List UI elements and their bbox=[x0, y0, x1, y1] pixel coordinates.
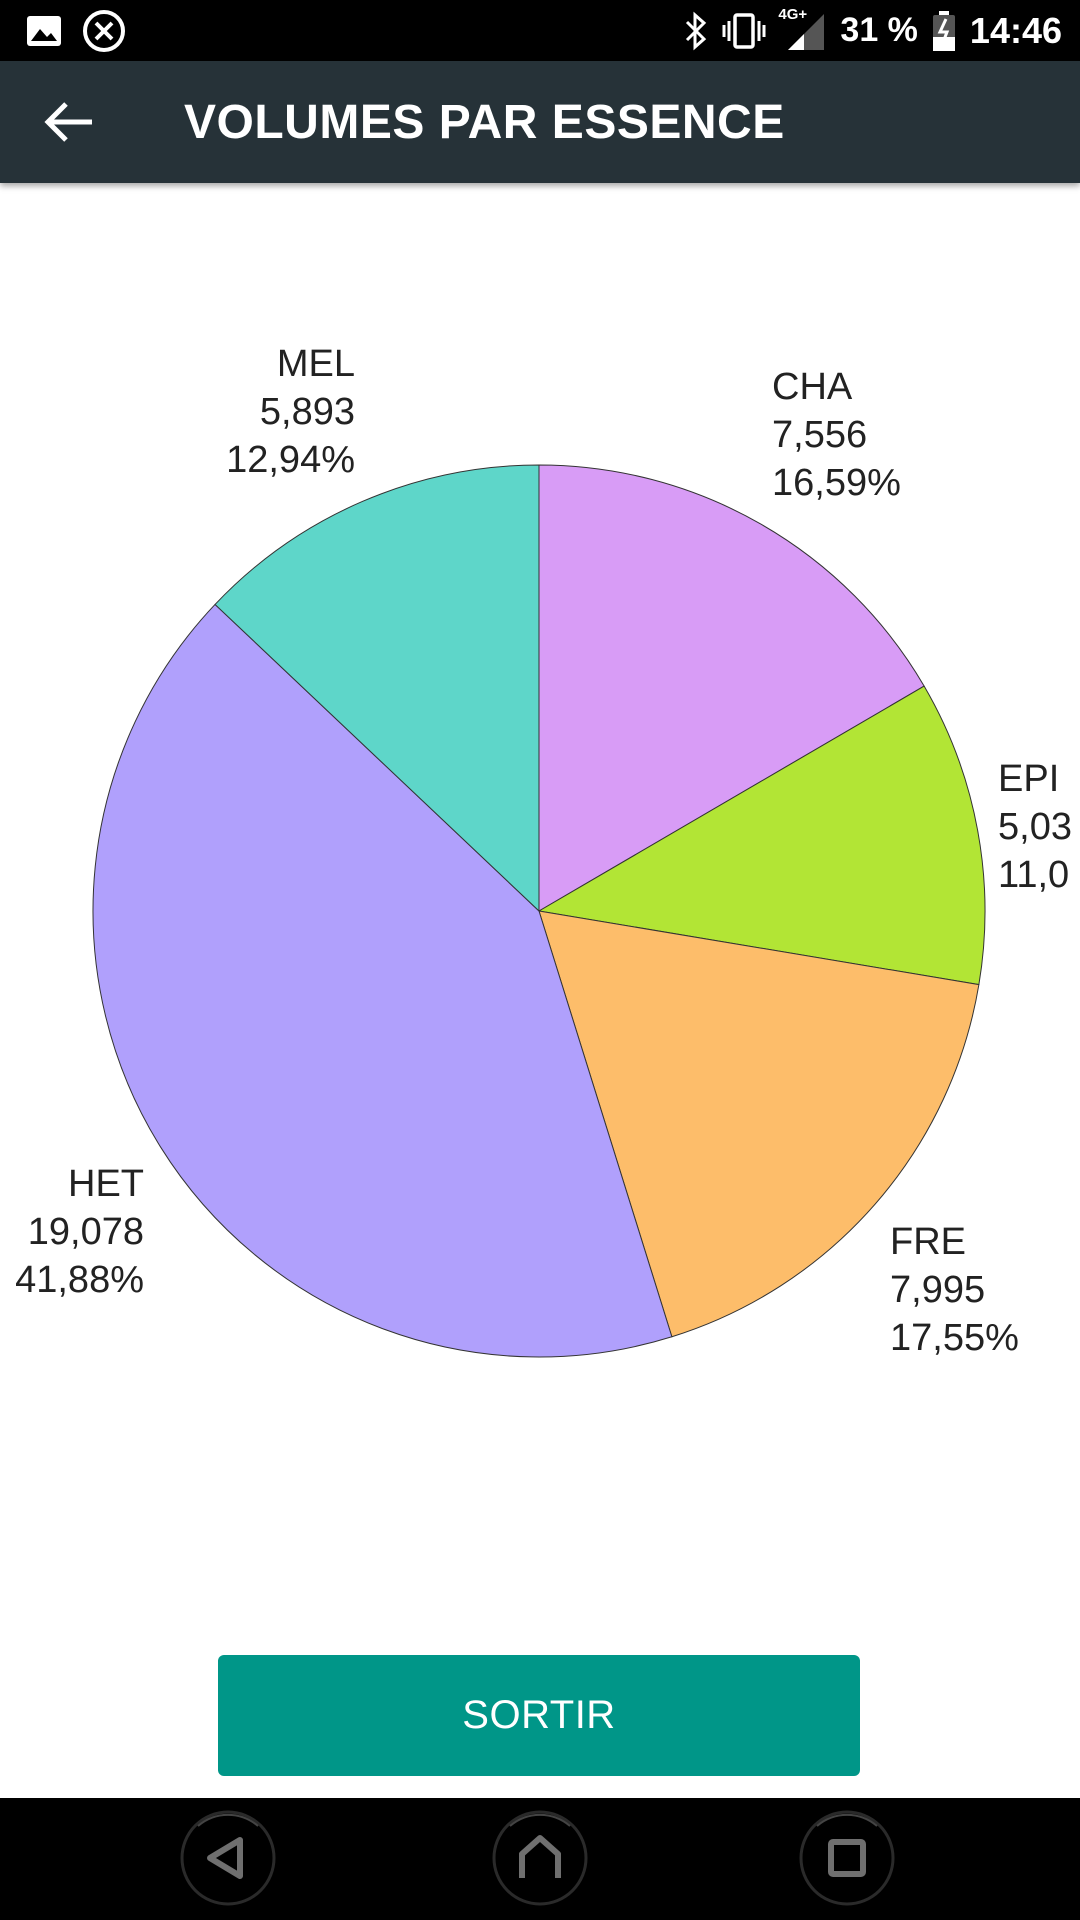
slice-label-cha: CHA 7,556 16,59% bbox=[772, 363, 901, 507]
nav-home-icon[interactable] bbox=[490, 1808, 590, 1908]
slice-label-percent: 17,55% bbox=[890, 1317, 1019, 1359]
pie-slice-het bbox=[92, 603, 673, 1358]
slice-label-fre: FRE 7,995 17,55% bbox=[890, 1218, 1019, 1362]
pie-slice-cha bbox=[538, 464, 925, 912]
slice-label-name: FRE bbox=[890, 1221, 966, 1263]
nav-recents-icon[interactable] bbox=[797, 1808, 897, 1908]
close-circle-icon bbox=[82, 9, 126, 53]
slice-label-name: EPI bbox=[998, 758, 1060, 800]
pie-chart-svg bbox=[92, 464, 986, 1358]
battery-percent: 31 % bbox=[840, 11, 918, 49]
slice-label-het: HET 19,078 41,88% bbox=[15, 1160, 144, 1304]
network-type: 4G+ bbox=[778, 5, 808, 23]
pie-chart: CHA 7,556 16,59% EPI 5,03 11,0 FRE 7,995… bbox=[0, 183, 1080, 1653]
pie-slice-mel bbox=[214, 464, 540, 913]
slice-label-name: MEL bbox=[276, 343, 355, 385]
slice-label-value: 7,995 bbox=[890, 1269, 986, 1311]
slice-label-value: 5,03 bbox=[998, 806, 1072, 848]
page-title: VOLUMES PAR ESSENCE bbox=[184, 96, 785, 149]
status-bar: 4G+ 31 % 14:46 bbox=[0, 0, 1080, 61]
image-icon bbox=[26, 15, 62, 47]
nav-back-icon[interactable] bbox=[178, 1808, 278, 1908]
signal-4g-icon: 4G+ bbox=[778, 5, 826, 54]
slice-label-percent: 11,0 bbox=[998, 854, 1070, 896]
slice-label-value: 19,078 bbox=[27, 1211, 144, 1253]
clock: 14:46 bbox=[969, 9, 1062, 51]
navigation-bar bbox=[0, 1798, 1080, 1920]
app-bar: VOLUMES PAR ESSENCE bbox=[0, 61, 1080, 183]
arrow-back-icon[interactable] bbox=[40, 97, 102, 147]
pie-slice-epi bbox=[537, 685, 986, 986]
sortir-button[interactable]: SORTIR bbox=[218, 1655, 860, 1776]
slice-label-percent: 41,88% bbox=[15, 1259, 144, 1301]
slice-label-value: 5,893 bbox=[259, 391, 355, 433]
pie-slice-fre bbox=[538, 910, 980, 1338]
vibrate-icon bbox=[722, 11, 766, 51]
slice-label-percent: 12,94% bbox=[226, 439, 355, 481]
slice-label-percent: 16,59% bbox=[772, 462, 901, 504]
slice-label-mel: MEL 5,893 12,94% bbox=[226, 340, 355, 484]
slice-label-name: HET bbox=[68, 1163, 144, 1205]
slice-label-name: CHA bbox=[772, 366, 853, 408]
slice-label-value: 7,556 bbox=[772, 414, 868, 456]
battery-icon bbox=[932, 10, 956, 51]
slice-label-epi: EPI 5,03 11,0 bbox=[998, 755, 1072, 899]
bluetooth-icon bbox=[684, 11, 708, 51]
